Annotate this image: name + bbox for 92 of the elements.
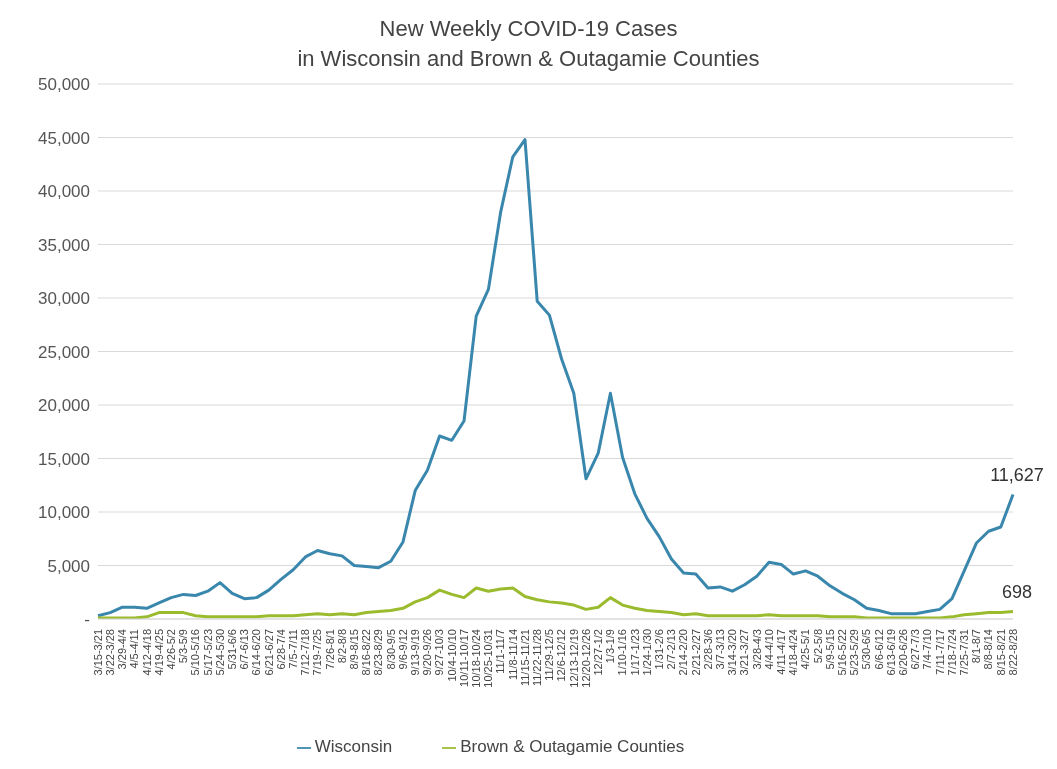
x-tick-label: 9/13-9/19	[409, 629, 422, 676]
x-tick-label: 5/3-5/9	[177, 629, 190, 664]
x-tick-label: 8/23-8/29	[372, 629, 385, 676]
x-tick-label: 7/18-7/24	[945, 629, 958, 676]
x-tick-label: 11/1-11/7	[494, 629, 507, 674]
y-tick-label: -	[84, 610, 90, 630]
x-tick-label: 8/2-8/8	[335, 629, 348, 664]
x-tick-label: 2/7-2/13	[665, 629, 678, 670]
x-tick-label: 8/16-8/22	[360, 629, 373, 676]
x-tick-label: 12/27-1/2	[592, 629, 605, 676]
x-tick-label: 10/18-10/24	[470, 629, 483, 688]
x-tick-label: 8/22-8/28	[1006, 629, 1019, 676]
x-tick-label: 12/20-12/26	[579, 629, 592, 688]
x-tick-label: 3/15-3/21	[91, 629, 104, 676]
x-tick-label: 3/29-4/4	[116, 629, 129, 670]
x-tick-label: 7/5-7/11	[287, 629, 300, 669]
x-tick-label: 4/18-4/24	[787, 629, 800, 676]
x-tick-label: 5/23-5/29	[848, 629, 861, 676]
legend-label: Wisconsin	[314, 737, 393, 756]
x-tick-label: 4/26-5/2	[165, 629, 178, 670]
x-tick-label: 8/1-8/7	[970, 629, 983, 664]
x-tick-label: 6/28-7/4	[274, 629, 287, 670]
x-tick-label: 7/26-8/1	[323, 629, 336, 670]
legend-label: Brown & Outagamie Counties	[460, 737, 685, 756]
x-tick-label: 6/27-7/3	[909, 629, 922, 670]
x-tick-label: 9/6-9/12	[396, 629, 409, 670]
x-tick-label: 4/11-4/17	[775, 629, 788, 675]
x-tick-label: 1/3-1/9	[604, 629, 617, 664]
x-tick-label: 4/12-4/18	[140, 629, 153, 676]
x-tick-label: 12/13-12/19	[567, 629, 580, 688]
x-tick-label: 6/21-6/27	[262, 629, 275, 676]
x-tick-label: 10/25-10/31	[482, 629, 495, 688]
x-tick-label: 10/4-10/10	[445, 629, 458, 682]
x-tick-label: 7/19-7/25	[311, 629, 324, 676]
y-tick-label: 5,000	[47, 556, 90, 576]
y-tick-label: 25,000	[38, 342, 90, 362]
x-tick-label: 6/7-6/13	[238, 629, 251, 670]
x-tick-label: 3/14-3/20	[726, 629, 739, 676]
x-tick-label: 5/17-5/23	[201, 629, 214, 676]
x-tick-label: 6/14-6/20	[250, 629, 263, 676]
y-tick-label: 10,000	[38, 503, 90, 523]
y-tick-label: 45,000	[38, 128, 90, 148]
y-tick-label: 30,000	[38, 289, 90, 309]
y-tick-label: 20,000	[38, 396, 90, 416]
x-tick-label: 3/22-3/28	[104, 629, 117, 676]
x-tick-label: 7/25-7/31	[958, 629, 971, 676]
x-tick-label: 3/7-3/13	[714, 629, 727, 670]
x-tick-label: 2/28-3/6	[701, 629, 714, 670]
x-tick-label: 11/8-11/14	[506, 629, 519, 680]
x-tick-label: 1/17-1/23	[628, 629, 641, 676]
x-tick-label: 9/20-9/26	[421, 629, 434, 676]
x-tick-label: 8/15-8/21	[994, 629, 1007, 676]
x-tick-label: 8/9-8/15	[348, 629, 361, 670]
x-tick-label: 1/31-2/6	[653, 629, 666, 670]
x-tick-label: 3/28-4/3	[750, 629, 763, 670]
x-tick-label: 5/16-5/22	[836, 629, 849, 676]
x-tick-label: 7/12-7/18	[299, 629, 312, 676]
x-tick-label: 6/6-6/12	[872, 629, 885, 670]
x-tick-label: 4/25-5/1	[799, 629, 812, 670]
chart-title: New Weekly COVID-19 Cases in Wisconsin and Brown & Outagamie Counties	[296, 15, 761, 73]
x-tick-label: 5/30-6/5	[860, 629, 873, 670]
x-tick-label: 4/19-4/25	[152, 629, 165, 676]
y-tick-label: 50,000	[38, 75, 90, 95]
x-tick-label: 5/2-5/8	[811, 629, 824, 664]
x-tick-label: 8/30-9/5	[384, 629, 397, 670]
data-label: 11,627	[990, 464, 1044, 485]
x-tick-label: 6/20-6/26	[897, 629, 910, 676]
x-tick-label: 11/22-11/28	[531, 629, 544, 687]
data-label: 698	[1001, 581, 1033, 602]
x-tick-label: 7/11-7/17	[933, 629, 946, 675]
x-tick-label: 3/21-3/27	[738, 629, 751, 676]
x-tick-label: 4/5-4/11	[128, 629, 141, 669]
x-tick-label: 6/13-6/19	[884, 629, 897, 676]
x-tick-label: 5/10-5/16	[189, 629, 202, 676]
x-tick-label: 4/4-4/10	[762, 629, 775, 670]
x-tick-label: 1/10-1/16	[616, 629, 629, 676]
x-tick-label: 11/29-12/5	[543, 629, 556, 681]
x-tick-label: 8/8-8/14	[982, 629, 995, 670]
y-tick-label: 35,000	[38, 235, 90, 255]
x-tick-label: 7/4-7/10	[921, 629, 934, 670]
x-tick-label: 5/9-5/15	[823, 629, 836, 670]
x-tick-label: 1/24-1/30	[640, 629, 653, 676]
x-tick-label: 5/31-6/6	[226, 629, 239, 670]
x-tick-label: 11/15-11/21	[518, 629, 531, 687]
x-tick-label: 5/24-5/30	[213, 629, 226, 676]
x-tick-label: 2/14-2/20	[677, 629, 690, 676]
x-tick-label: 2/21-2/27	[689, 629, 702, 676]
x-tick-label: 9/27-10/3	[433, 629, 446, 676]
y-tick-label: 15,000	[38, 449, 90, 469]
x-tick-label: 10/11-10/17	[457, 629, 470, 687]
y-tick-label: 40,000	[38, 182, 90, 202]
x-tick-label: 12/6-12/12	[555, 629, 568, 682]
